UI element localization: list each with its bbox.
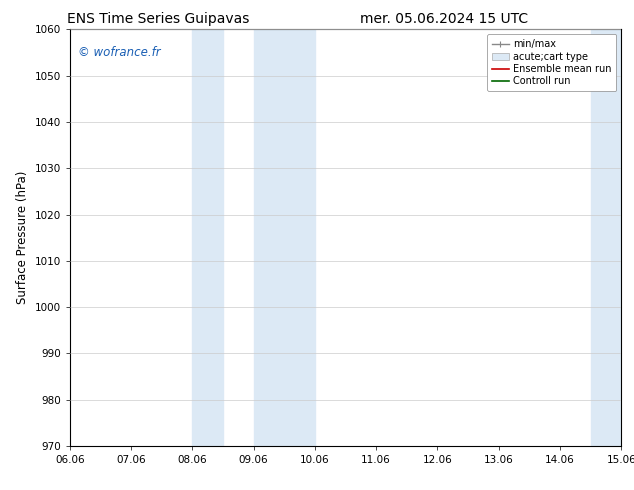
Y-axis label: Surface Pressure (hPa): Surface Pressure (hPa): [16, 171, 29, 304]
Legend: min/max, acute;cart type, Ensemble mean run, Controll run: min/max, acute;cart type, Ensemble mean …: [487, 34, 616, 91]
Bar: [192, 29, 223, 446]
Text: © wofrance.fr: © wofrance.fr: [78, 46, 160, 59]
Text: mer. 05.06.2024 15 UTC: mer. 05.06.2024 15 UTC: [359, 12, 528, 26]
Bar: [591, 29, 621, 446]
Text: ENS Time Series Guipavas: ENS Time Series Guipavas: [67, 12, 250, 26]
Bar: [254, 29, 315, 446]
